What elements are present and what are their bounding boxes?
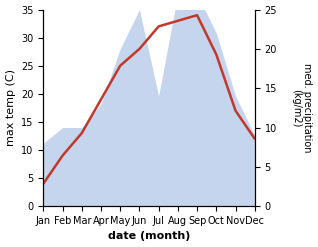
X-axis label: date (month): date (month) [108, 231, 190, 242]
Y-axis label: med. precipitation
(kg/m2): med. precipitation (kg/m2) [291, 63, 313, 153]
Y-axis label: max temp (C): max temp (C) [5, 69, 16, 146]
